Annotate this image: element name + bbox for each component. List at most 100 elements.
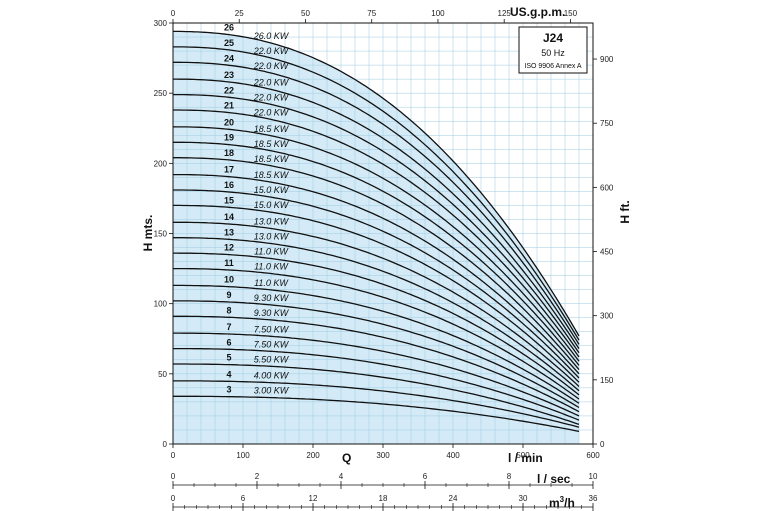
power-label: 13.0 KW	[254, 232, 290, 242]
curve-stage-8	[173, 315, 580, 413]
tick-label: 0	[171, 9, 176, 18]
power-label: 4.00 KW	[254, 371, 290, 381]
stage-label: 9	[226, 290, 231, 300]
power-label: 9.30 KW	[254, 293, 290, 303]
curve-stage-13	[173, 237, 580, 392]
stage-label: 25	[224, 38, 234, 48]
stage-label: 11	[224, 258, 234, 268]
bottom-axis-title: l / min	[508, 451, 543, 465]
curve-stage-14	[173, 221, 580, 387]
tick-label: 900	[600, 55, 614, 64]
m3h-tail: /h	[564, 496, 575, 510]
power-label: 18.5 KW	[254, 170, 290, 180]
tick-label: 500	[516, 451, 530, 460]
curve-stage-20	[172, 126, 580, 362]
tick-label: 18	[379, 494, 388, 503]
curve-stage-9	[173, 300, 580, 409]
tick-label: 150	[600, 376, 614, 385]
curve-stage-26	[173, 30, 580, 337]
tick-label: 4	[339, 472, 344, 481]
tick-label: 0	[171, 494, 176, 503]
power-label: 18.5 KW	[254, 139, 290, 149]
stage-label: 12	[224, 243, 234, 253]
curve-stage-12	[173, 252, 580, 396]
tick-label: 450	[600, 248, 614, 257]
power-label: 11.0 KW	[254, 278, 289, 288]
tick-label: 30	[519, 494, 528, 503]
tick-label: 24	[449, 494, 458, 503]
curve-stage-23	[173, 78, 580, 349]
tick-label: 600	[600, 183, 614, 192]
stage-label: 4	[226, 369, 231, 379]
tick-label: 0	[171, 472, 176, 481]
tick-label: 400	[446, 451, 460, 460]
power-label: 18.5 KW	[254, 124, 290, 134]
power-label: 22.0 KW	[253, 61, 290, 71]
tick-label: 300	[376, 451, 390, 460]
power-label: 26.0 KW	[253, 31, 290, 41]
tick-label: 0	[163, 440, 168, 449]
tick-label: 36	[589, 494, 598, 503]
tick-label: 100	[154, 300, 168, 309]
stage-label: 15	[224, 195, 234, 205]
power-label: 7.50 KW	[254, 324, 290, 334]
tick-label: 100	[236, 451, 250, 460]
tick-label: 300	[154, 19, 168, 28]
curve-stage-10	[173, 284, 580, 404]
tick-label: 75	[367, 9, 376, 18]
operating-area-fill	[173, 31, 579, 445]
tick-label: 300	[600, 312, 614, 321]
tick-label: 0	[171, 451, 176, 460]
tick-label: 150	[564, 9, 578, 18]
power-label: 11.0 KW	[254, 247, 289, 257]
tick-label: 125	[498, 9, 512, 18]
stage-label: 24	[224, 53, 234, 63]
curve-stage-5	[173, 363, 580, 426]
m3h-main: m	[549, 496, 560, 510]
power-label: 7.50 KW	[254, 339, 290, 349]
curve-stage-4	[173, 380, 580, 428]
power-label: 11.0 KW	[254, 262, 289, 272]
curves	[172, 30, 580, 433]
tick-label: 6	[241, 494, 246, 503]
tick-label: 150	[154, 230, 168, 239]
stage-label: 26	[224, 23, 234, 33]
curve-stage-3	[173, 395, 580, 433]
m3h-axis-title: m3/h	[549, 495, 575, 510]
tick-label: 6	[423, 472, 428, 481]
curve-stage-21	[173, 109, 580, 358]
curve-stage-24	[173, 61, 580, 345]
curve-stage-15	[173, 204, 580, 383]
tick-label: 50	[301, 9, 310, 18]
curve-stage-16	[173, 189, 580, 379]
power-label: 22.0 KW	[253, 107, 290, 117]
tick-label: 50	[158, 370, 167, 379]
tick-label: 25	[235, 9, 244, 18]
model-info-box: J24 50 Hz ISO 9906 Annex A	[518, 26, 588, 74]
stage-label: 7	[226, 322, 231, 332]
tick-label: 8	[507, 472, 512, 481]
left-axis-title: H mts.	[141, 215, 155, 252]
power-label: 22.0 KW	[253, 46, 290, 56]
stage-label: 14	[224, 212, 234, 222]
power-label: 5.50 KW	[254, 354, 290, 364]
stage-label: 23	[224, 70, 234, 80]
frequency-label: 50 Hz	[541, 48, 565, 58]
curve-stage-22	[173, 93, 580, 354]
curve-stage-17	[173, 173, 580, 375]
stage-label: 19	[224, 133, 234, 143]
power-label: 22.0 KW	[253, 77, 290, 87]
curve-stage-19	[173, 141, 580, 366]
curve-stage-6	[173, 347, 580, 421]
power-label: 3.00 KW	[254, 386, 290, 396]
power-label: 15.0 KW	[254, 185, 290, 195]
power-label: 18.5 KW	[254, 154, 290, 164]
stage-label: 13	[224, 227, 234, 237]
stage-label: 6	[226, 337, 231, 347]
tick-label: 100	[431, 9, 445, 18]
curve-stage-25	[173, 46, 580, 341]
right-axis-title: H ft.	[618, 200, 632, 223]
lsec-axis-title: l / sec	[537, 472, 571, 486]
